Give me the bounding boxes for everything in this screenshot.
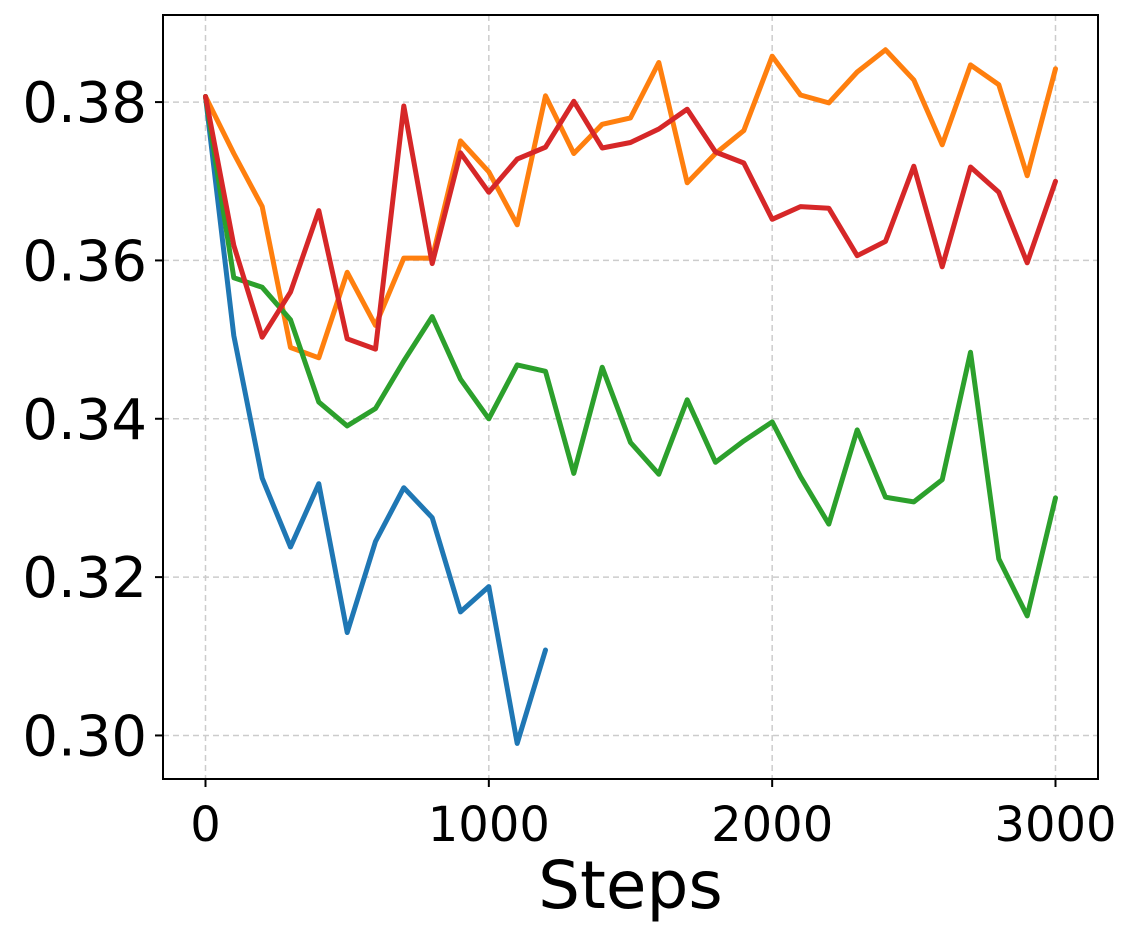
x-axis-label: Steps [538, 847, 723, 924]
series-line-2 [203, 47, 1058, 361]
y-tick-label: 0.34 [22, 388, 147, 453]
grid [163, 15, 1098, 779]
y-tick-label: 0.32 [22, 546, 147, 611]
y-tick-label: 0.38 [22, 71, 147, 136]
plot-frame [162, 14, 1099, 780]
x-tick-label: 0 [190, 797, 221, 853]
series-line-3 [203, 94, 1058, 619]
ticks: 0 1000 2000 3000 0.30 0.32 0.34 0.36 0.38 [22, 71, 1116, 853]
x-tick-label: 1000 [428, 797, 550, 853]
series-line-4 [203, 94, 1058, 352]
x-tick-label: 2000 [711, 797, 833, 853]
x-tick-label: 3000 [994, 797, 1116, 853]
series-line-1 [203, 94, 548, 746]
y-tick-label: 0.30 [22, 704, 147, 769]
y-tick-label: 0.36 [22, 229, 147, 294]
series-lines [203, 47, 1058, 746]
